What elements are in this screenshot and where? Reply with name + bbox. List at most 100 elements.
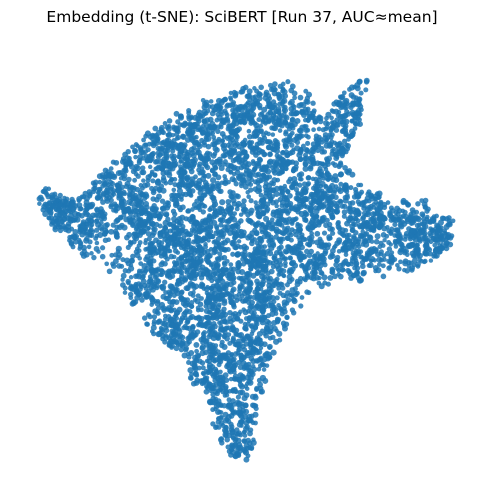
scatter-point xyxy=(352,215,358,222)
scatter-point xyxy=(167,274,173,280)
scatter-point xyxy=(186,216,193,223)
scatter-point xyxy=(397,249,404,256)
scatter-point xyxy=(264,206,271,213)
scatter-point xyxy=(366,263,372,269)
scatter-point xyxy=(153,166,158,172)
scatter-point xyxy=(103,174,108,180)
scatter-point xyxy=(425,206,431,212)
scatter-point xyxy=(151,258,157,264)
scatter-point xyxy=(281,89,288,95)
scatter-point xyxy=(402,267,407,273)
scatter-point xyxy=(246,133,253,140)
scatter-point xyxy=(242,298,248,304)
scatter-point xyxy=(267,174,273,180)
scatter-point xyxy=(247,173,253,179)
scatter-point xyxy=(140,169,147,176)
scatter-point xyxy=(343,97,350,104)
scatter-point xyxy=(143,153,149,159)
scatter-point xyxy=(290,103,296,108)
scatter-point xyxy=(316,126,322,132)
scatter-point xyxy=(77,206,83,212)
scatter-point xyxy=(297,237,303,243)
scatter-point xyxy=(352,221,359,228)
scatter-point xyxy=(180,133,186,140)
scatter-point xyxy=(200,123,206,129)
scatter-point xyxy=(261,367,267,372)
scatter-point xyxy=(160,177,167,184)
scatter-point xyxy=(233,331,239,337)
scatter-point xyxy=(69,234,75,240)
scatter-point xyxy=(222,427,229,434)
scatter-point xyxy=(210,233,216,240)
scatter-point xyxy=(109,252,115,258)
scatter-point xyxy=(197,195,205,202)
scatter-point xyxy=(215,228,221,235)
scatter-point xyxy=(317,236,323,242)
scatter-point xyxy=(240,354,247,361)
scatter-point xyxy=(179,340,185,346)
scatter-point xyxy=(245,190,250,195)
scatter-point xyxy=(165,137,172,144)
scatter-point xyxy=(210,177,217,184)
scatter-point xyxy=(335,101,341,107)
scatter-point xyxy=(339,128,346,135)
scatter-point xyxy=(284,161,290,167)
scatter-point xyxy=(379,257,385,263)
scatter-point xyxy=(228,163,234,169)
scatter-point xyxy=(308,219,315,226)
scatter-point xyxy=(219,199,226,206)
scatter-point xyxy=(252,129,258,134)
scatter-point xyxy=(243,408,250,415)
scatter-point xyxy=(289,183,296,190)
scatter-point xyxy=(234,342,239,348)
scatter-point xyxy=(305,91,313,98)
scatter-point xyxy=(196,235,202,241)
scatter-point xyxy=(276,257,283,264)
scatter-point xyxy=(329,207,335,213)
scatter-point xyxy=(207,207,213,213)
scatter-point xyxy=(308,164,314,170)
scatter-point xyxy=(190,259,197,265)
scatter-point xyxy=(223,385,229,391)
scatter-point xyxy=(111,173,118,180)
scatter-point xyxy=(311,127,316,133)
scatter-point xyxy=(187,122,193,128)
scatter-point xyxy=(294,110,300,116)
scatter-point xyxy=(291,297,296,303)
scatter-point xyxy=(260,304,265,310)
scatter-point xyxy=(196,177,203,185)
scatter-point xyxy=(270,217,275,222)
scatter-point xyxy=(104,222,110,228)
scatter-point xyxy=(250,259,256,264)
scatter-point xyxy=(263,180,269,187)
scatter-point xyxy=(302,156,308,162)
scatter-point xyxy=(388,229,394,235)
scatter-point xyxy=(268,115,275,121)
scatter-point xyxy=(88,223,94,229)
scatter-point xyxy=(261,172,267,178)
scatter-point xyxy=(158,165,166,172)
scatter-point xyxy=(268,234,274,240)
scatter-point xyxy=(120,282,126,288)
scatter-point xyxy=(254,240,260,246)
scatter-point xyxy=(140,192,147,198)
scatter-point xyxy=(235,174,242,180)
scatter-point xyxy=(345,261,351,267)
scatter-point xyxy=(211,134,217,140)
scatter-point xyxy=(218,255,224,261)
scatter-point xyxy=(234,376,240,382)
scatter-point xyxy=(187,367,194,374)
scatter-point xyxy=(128,275,134,280)
scatter-point xyxy=(323,126,329,132)
scatter-point xyxy=(278,185,283,190)
scatter-point xyxy=(256,140,263,146)
scatter-point xyxy=(165,126,172,132)
scatter-point xyxy=(215,332,222,338)
scatter-point xyxy=(282,111,287,116)
scatter-point xyxy=(239,373,246,380)
scatter-point xyxy=(238,112,245,119)
scatter-point xyxy=(350,100,356,106)
scatter-point xyxy=(432,247,439,254)
scatter-point xyxy=(302,161,309,168)
scatter-point xyxy=(405,201,412,208)
